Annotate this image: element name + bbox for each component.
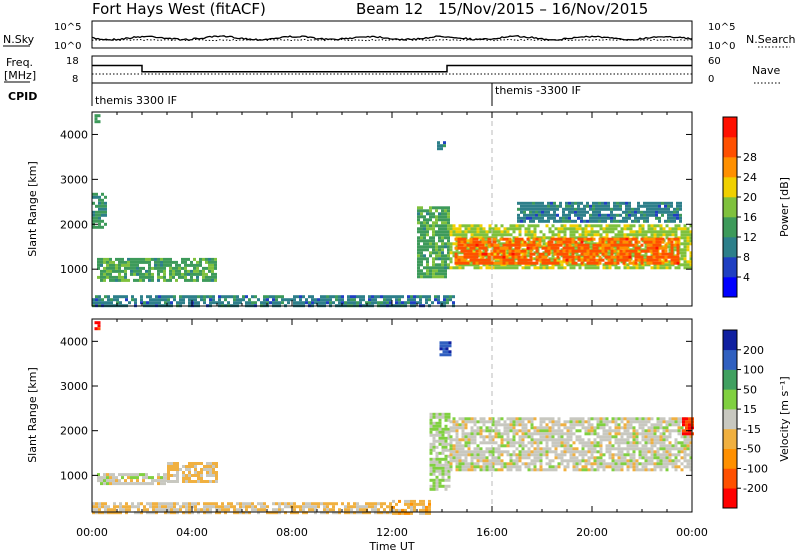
- power-colorbar-swatch: [723, 277, 737, 298]
- noise-left-tick-top: 10^5: [54, 22, 81, 33]
- velocity-colorbar-label: Velocity [m s⁻¹]: [778, 376, 791, 461]
- freq-label-line1: Freq.: [6, 56, 33, 69]
- velocity-ylabel: Slant Range [km]: [26, 367, 39, 463]
- power-colorbar-tick-label: 28: [743, 151, 757, 164]
- velocity-colorbar-swatch: [723, 369, 737, 390]
- velocity-colorbar-tick-label: 50: [743, 383, 757, 396]
- noise-right-tick-bottom: 10^0: [708, 41, 735, 52]
- nsearch-label: N.Search: [746, 33, 796, 46]
- noise-left-tick-bottom: 10^0: [54, 41, 81, 52]
- velocity-region-1: [97, 473, 169, 486]
- time-tick-label: 00:00: [676, 526, 708, 539]
- power-ytick-label: 1000: [60, 263, 88, 276]
- velocity-colorbar-swatch: [723, 428, 737, 449]
- power-colorbar-swatch: [723, 217, 737, 238]
- nsearch-trace: [91, 38, 693, 42]
- velocity-colorbar-tick-label: 15: [743, 403, 757, 416]
- power-region-3: [92, 295, 455, 308]
- velocity-colorbar-tick-label: -100: [743, 462, 768, 475]
- power-colorbar-swatch: [723, 157, 737, 178]
- date-range: 15/Nov/2015 – 16/Nov/2015: [438, 0, 648, 18]
- power-ytick-label: 3000: [60, 173, 88, 186]
- velocity-colorbar-tick-label: 100: [743, 364, 764, 377]
- power-ytick-label: 2000: [60, 218, 88, 231]
- power-region-1: [97, 257, 217, 282]
- velocity-region-6: [449, 417, 693, 472]
- velocity-ytick-label: 1000: [60, 469, 88, 482]
- time-tick-label: 00:00: [76, 526, 108, 539]
- velocity-region-8: [94, 321, 101, 331]
- velocity-colorbar-tick-label: -15: [743, 423, 761, 436]
- velocity-colorbar-tick-label: -200: [743, 482, 768, 495]
- velocity-colorbar-tick-label: -50: [743, 443, 761, 456]
- noise-right-tick-top: 10^5: [708, 22, 735, 33]
- frequency-panel: Freq. [MHz] 18 8 60 0 Nave: [4, 55, 782, 85]
- velocity-colorbar-swatch: [723, 409, 737, 430]
- power-colorbar-label: Power [dB]: [778, 177, 791, 237]
- velocity-colorbar-swatch: [723, 349, 737, 370]
- power-colorbar-tick-label: 24: [743, 171, 757, 184]
- time-tick-label: 16:00: [476, 526, 508, 539]
- nave-label: Nave: [752, 64, 780, 77]
- cpid-segment-1: themis 3300 IF: [95, 94, 177, 107]
- velocity-region-7: [439, 341, 452, 357]
- noise-panel: N.Sky 10^5 10^0 10^5 10^0 N.Search: [3, 20, 796, 52]
- figure-title: Fort Hays West (fitACF): [92, 0, 266, 18]
- power-colorbar-swatch: [723, 117, 737, 138]
- time-tick-label: 12:00: [376, 526, 408, 539]
- velocity-colorbar-swatch: [723, 448, 737, 469]
- velocity-ytick-label: 4000: [60, 335, 88, 348]
- frequency-trace: [92, 64, 692, 73]
- velocity-colorbar-swatch: [723, 468, 737, 489]
- power-region-9: [94, 114, 101, 124]
- power-colorbar-tick-label: 12: [743, 231, 757, 244]
- velocity-panel: 1000 2000 3000 4000 00:00 04:00 08:00 12:00 16:…: [26, 318, 708, 553]
- velocity-region-5: [429, 412, 451, 491]
- velocity-colorbar-swatch: [723, 488, 737, 509]
- cpid-label: CPID: [8, 90, 37, 103]
- cpid-row: CPID themis 3300 IF themis -3300 IF: [8, 83, 581, 107]
- velocity-colorbar: -200 -100 -50 -15 15 50 100 200 Velocity [m s⁻¹…: [722, 329, 791, 509]
- velocity-colorbar-tick-label: 200: [743, 344, 764, 357]
- freq-right-tick-bottom: 0: [708, 74, 714, 85]
- velocity-ytick-label: 3000: [60, 380, 88, 393]
- power-colorbar-swatch: [723, 177, 737, 198]
- velocity-ytick-label: 2000: [60, 425, 88, 438]
- velocity-region-3: [92, 502, 392, 515]
- power-region-7: [517, 201, 682, 223]
- velocity-colorbar-swatch: [723, 330, 737, 351]
- power-colorbar-swatch: [723, 137, 737, 158]
- freq-left-tick-top: 18: [66, 56, 79, 67]
- power-colorbar-tick-label: 16: [743, 211, 757, 224]
- power-colorbar: 4 8 12 16 20 24 28 Power [dB]: [722, 116, 791, 298]
- velocity-region-2: [167, 462, 218, 483]
- power-region-4: [417, 206, 450, 279]
- velocity-colorbar-swatch: [723, 389, 737, 410]
- power-ytick-label: 4000: [60, 128, 88, 141]
- velocity-region-4: [392, 499, 431, 515]
- power-colorbar-swatch: [723, 237, 737, 258]
- nsky-label: N.Sky: [3, 33, 35, 46]
- time-tick-label: 08:00: [276, 526, 308, 539]
- cpid-segment-2: themis -3300 IF: [495, 84, 581, 97]
- time-axis-label: Time UT: [368, 540, 414, 553]
- power-colorbar-tick-label: 20: [743, 191, 757, 204]
- freq-left-tick-bottom: 8: [72, 74, 78, 85]
- power-colorbar-swatch: [723, 257, 737, 278]
- time-tick-label: 04:00: [176, 526, 208, 539]
- power-colorbar-swatch: [723, 197, 737, 218]
- power-region-2: [92, 192, 107, 229]
- power-region-8: [437, 141, 446, 151]
- power-colorbar-tick-label: 8: [743, 251, 750, 264]
- freq-label-line2: [MHz]: [4, 69, 36, 82]
- freq-right-tick-top: 60: [708, 56, 721, 67]
- power-panel: 1000 2000 3000 4000 Slant Range [km]: [26, 111, 693, 308]
- beam-label: Beam 12: [356, 0, 423, 18]
- power-region-6: [454, 237, 680, 265]
- power-colorbar-tick-label: 4: [743, 271, 750, 284]
- time-tick-label: 20:00: [576, 526, 608, 539]
- power-ylabel: Slant Range [km]: [26, 161, 39, 257]
